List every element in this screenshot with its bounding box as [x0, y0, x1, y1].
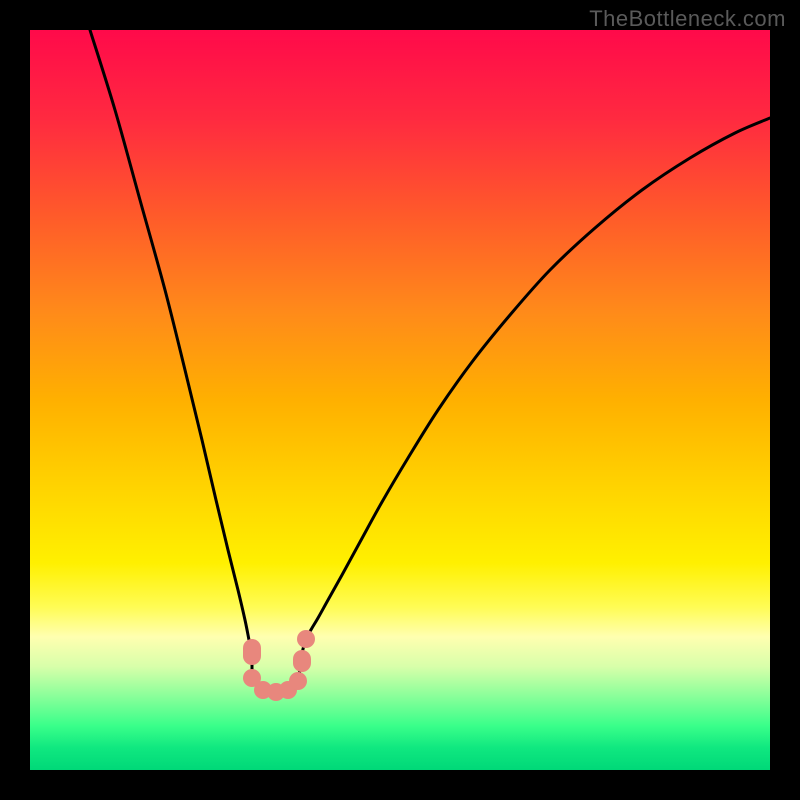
curve-markers: [243, 630, 315, 701]
chart-plot-area: [30, 30, 770, 770]
watermark-text: TheBottleneck.com: [589, 6, 786, 32]
chart-curve: [30, 30, 770, 770]
